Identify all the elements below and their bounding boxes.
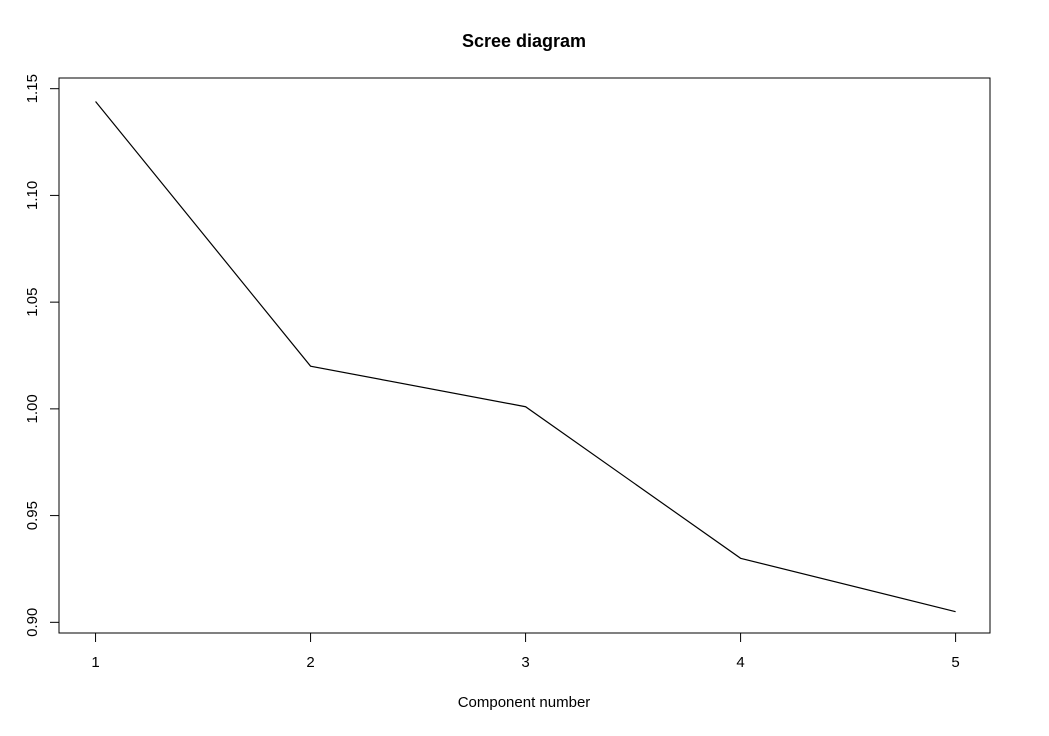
- x-tick-label: 4: [736, 654, 744, 671]
- y-tick-label: 1.15: [24, 74, 41, 103]
- y-tick-label: 1.05: [24, 288, 41, 317]
- x-tick-label: 3: [521, 654, 529, 671]
- x-axis-label: Component number: [458, 694, 591, 711]
- y-tick-label: 1.10: [24, 181, 41, 210]
- x-tick-label: 1: [91, 654, 99, 671]
- x-axis: 1 2 3 4 5: [91, 632, 960, 671]
- y-axis: 0.90 0.95 1.00 1.05 1.10 1.15: [24, 74, 60, 637]
- chart-title: Scree diagram: [462, 31, 586, 51]
- y-tick-label: 0.90: [24, 608, 41, 637]
- x-tick-label: 5: [951, 654, 959, 671]
- y-tick-label: 1.00: [24, 394, 41, 423]
- series-line: [95, 101, 956, 613]
- plot-frame: [58, 77, 991, 634]
- x-tick-label: 2: [306, 654, 314, 671]
- y-tick-label: 0.95: [24, 501, 41, 530]
